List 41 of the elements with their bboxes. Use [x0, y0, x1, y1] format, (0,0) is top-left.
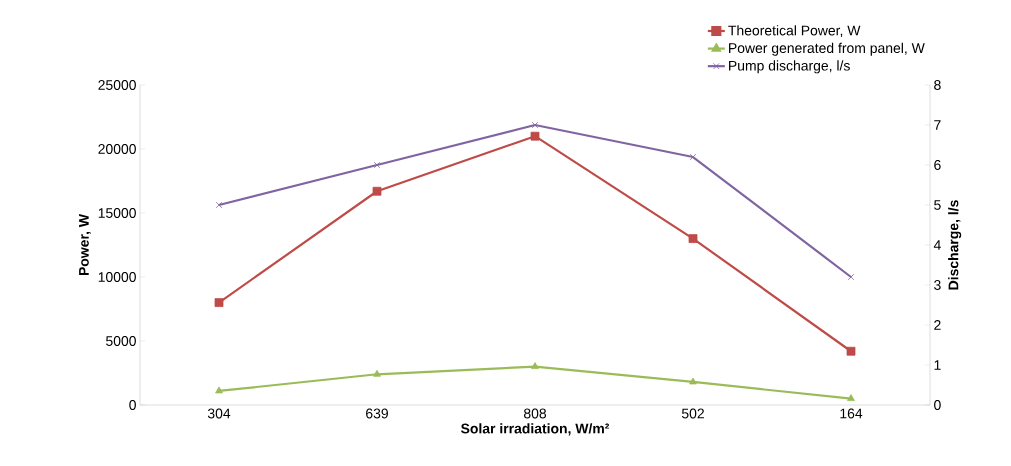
x-tick-label: 639	[366, 408, 388, 419]
y2-tick-label: 1	[934, 360, 941, 370]
legend-label: Pump discharge, l/s	[729, 60, 850, 74]
x-tick-label: 502	[681, 408, 704, 419]
point	[689, 377, 697, 385]
x-tick-label: 808	[523, 408, 547, 419]
x-axis-title: Solar irradiation, W/m²	[461, 423, 610, 436]
y2-tick-label: 4	[933, 240, 941, 250]
y2-tick-label: 8	[934, 80, 941, 90]
y2-tick-label: 2	[934, 320, 941, 330]
point	[373, 161, 381, 169]
x-tick-label: 164	[840, 408, 863, 419]
y2-axis-title: Discharge, l/s	[948, 200, 962, 290]
point	[689, 153, 697, 161]
point	[372, 186, 382, 196]
y2-tick-label: 6	[934, 160, 941, 170]
y2-tick-label: 0	[934, 400, 941, 410]
y-tick-label: 5000	[106, 336, 136, 346]
y-tick-label: 0	[129, 400, 136, 410]
point	[688, 234, 698, 243]
point	[373, 369, 381, 377]
y-tick-label: 25000	[98, 80, 136, 90]
y-axis-title: Power, W	[79, 214, 91, 276]
y-tick-label: 20000	[98, 144, 136, 154]
legend-label: Power generated from panel, W	[729, 42, 925, 56]
y2-tick-label: 3	[934, 280, 941, 290]
point	[847, 394, 855, 401]
point	[215, 201, 223, 209]
point	[530, 131, 540, 141]
point	[847, 273, 855, 281]
y2-tick-label: 7	[934, 120, 941, 130]
y2-tick-label: 5	[934, 200, 941, 210]
legend-label: Theoretical Power, W	[728, 25, 861, 38]
point	[531, 362, 539, 369]
point	[215, 386, 223, 394]
y-tick-label: 10000	[98, 272, 136, 282]
y-tick-label: 15000	[98, 208, 136, 218]
point	[846, 346, 856, 356]
point	[214, 298, 224, 307]
point	[531, 121, 539, 129]
x-tick-label: 304	[207, 408, 231, 419]
